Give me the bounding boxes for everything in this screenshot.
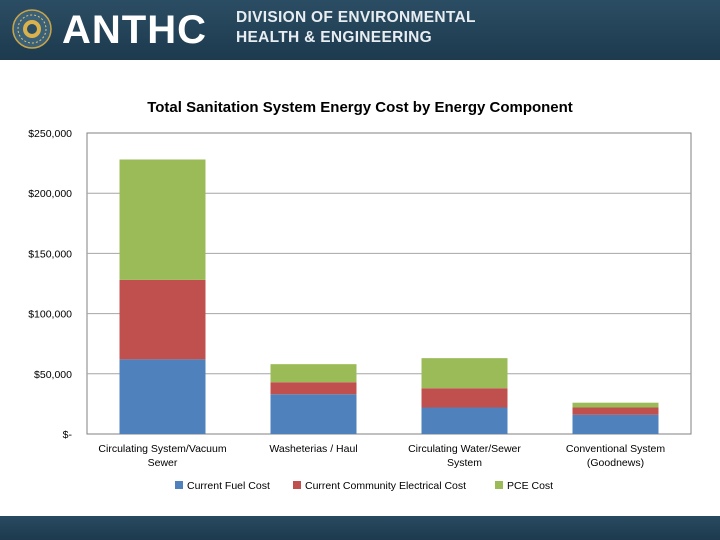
x-category-label: Washeterias / Haul [269,443,357,455]
x-category-label: (Goodnews) [587,457,644,469]
bar-segment [270,364,357,383]
x-category-label: System [447,457,482,469]
legend-swatch [495,481,503,489]
y-tick-label: $150,000 [28,248,72,260]
bar-segment [421,407,508,434]
bar-segment [119,359,206,434]
legend-swatch [175,481,183,489]
bar-segment [270,394,357,434]
bar-segment [421,358,508,389]
division-title: DIVISION OF ENVIRONMENTAL HEALTH & ENGIN… [236,8,476,48]
bar-segment [572,407,659,415]
y-tick-label: $200,000 [28,188,72,200]
legend-label: Current Fuel Cost [187,480,270,492]
division-title-line2: HEALTH & ENGINEERING [236,29,433,46]
x-category-label: Conventional System [566,443,665,455]
bar-segment [119,279,206,360]
bar-segment [119,159,206,280]
brand-name: ANTHC [62,8,207,52]
y-tick-label: $50,000 [34,369,72,381]
header-banner: ANTHC DIVISION OF ENVIRONMENTAL HEALTH &… [0,0,720,60]
stacked-bar-chart: $- $50,000 $100,000 $150,000 $200,000 $250,00… [28,128,692,492]
legend-label: PCE Cost [507,480,553,492]
bar-segment [270,382,357,395]
chart-title: Total Sanitation System Energy Cost by E… [147,99,573,116]
y-tick-label: $100,000 [28,309,72,321]
footer-bar [0,516,720,540]
x-category-label: Sewer [148,457,178,469]
bar-segment [572,402,659,408]
y-tick-label: $250,000 [28,128,72,140]
division-title-line1: DIVISION OF ENVIRONMENTAL [236,9,476,26]
bar-segment [572,414,659,434]
bar-segment [421,388,508,408]
x-category-label: Circulating Water/Sewer [408,443,521,455]
x-category-label: Circulating System/Vacuum [98,443,226,455]
legend-label: Current Community Electrical Cost [305,480,466,492]
legend-swatch [293,481,301,489]
anthc-seal-logo [12,9,52,49]
y-tick-label: $- [63,429,73,441]
